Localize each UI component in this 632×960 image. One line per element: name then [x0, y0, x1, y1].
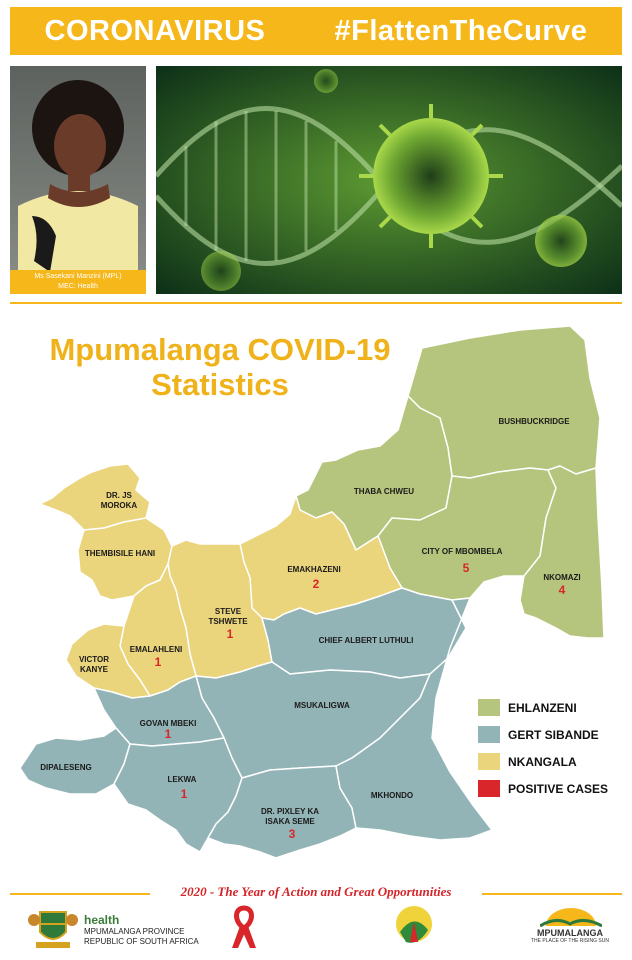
cases-emalahleni: 1	[155, 655, 162, 669]
caption-name: Ms Sasekani Manzini (MPL)	[34, 273, 122, 280]
map-legend: EHLANZENI GERT SIBANDE NKANGALA POSITIVE…	[478, 698, 608, 806]
label-steve-line1: STEVE	[215, 607, 242, 616]
health-province: MPUMALANGA PROVINCE	[84, 927, 185, 936]
health-word: health	[84, 913, 120, 927]
banner-hashtag: #FlattenTheCurve	[334, 14, 588, 47]
label-lekwa: LEKWA	[168, 775, 197, 784]
legend-item-nkangala: NKANGALA	[478, 752, 608, 771]
cases-lekwa: 1	[181, 787, 188, 801]
coat-of-arms-logo	[28, 911, 78, 948]
portrait-illustration	[10, 66, 146, 294]
mec-portrait: Ms Sasekani Manzini (MPL) MEC: Health	[10, 66, 146, 294]
legend-swatch	[478, 699, 500, 716]
legend-label: GERT SIBANDE	[508, 727, 599, 742]
mpumalanga-word: MPUMALANGA	[537, 928, 603, 938]
label-dr-js-line2: MOROKA	[101, 501, 138, 510]
label-emalahleni: EMALAHLENI	[130, 645, 182, 654]
label-thaba-chweu: THABA CHWEU	[354, 487, 414, 496]
footer-divider-right	[482, 893, 622, 895]
top-banner: CORONAVIRUS #FlattenTheCurve	[10, 7, 622, 55]
page-title: Mpumalanga COVID-19 Statistics	[10, 332, 430, 402]
divider-top	[10, 302, 622, 304]
label-chief-albert-luthuli: CHIEF ALBERT LUTHULI	[319, 636, 414, 645]
label-pixley-line1: DR. PIXLEY KA	[261, 807, 319, 816]
cases-govan-mbeki: 1	[165, 727, 172, 741]
mpumalanga-slogan: THE PLACE OF THE RISING SUN	[531, 938, 609, 944]
legend-item-ehlanzeni: EHLANZENI	[478, 698, 608, 717]
label-pixley-line2: ISAKA SEME	[265, 817, 315, 826]
portrait-caption: Ms Sasekani Manzini (MPL) MEC: Health	[10, 270, 146, 294]
legend-label: POSITIVE CASES	[508, 781, 609, 796]
cases-steve-tshwete: 1	[227, 627, 234, 641]
caption-role: MEC: Health	[58, 283, 98, 290]
red-ribbon-icon	[232, 905, 256, 948]
legend-item-gert-sibande: GERT SIBANDE	[478, 725, 608, 744]
label-thembisile-hani: THEMBISILE HANI	[85, 549, 155, 558]
action-year-logo	[396, 906, 432, 943]
virus-illustration	[156, 66, 622, 294]
footer-divider-left	[10, 893, 150, 895]
health-country: REPUBLIC OF SOUTH AFRICA	[84, 937, 199, 946]
legend-swatch	[478, 726, 500, 743]
legend-swatch	[478, 753, 500, 770]
label-mkhondo: MKHONDO	[371, 791, 413, 800]
cases-city-of-mbombela: 5	[463, 561, 470, 575]
label-city-of-mbombela: CITY OF MBOMBELA	[422, 547, 503, 556]
label-govan-mbeki: GOVAN MBEKI	[140, 719, 197, 728]
label-dr-js-line1: DR. JS	[106, 491, 132, 500]
title-line1: Mpumalanga COVID-19	[49, 332, 391, 367]
legend-item-positive-cases: POSITIVE CASES	[478, 779, 608, 798]
health-department-text: health MPUMALANGA PROVINCE REPUBLIC OF S…	[84, 913, 199, 947]
cases-pixley: 3	[289, 827, 296, 841]
legend-swatch	[478, 780, 500, 797]
region-nkomazi	[519, 465, 605, 639]
label-nkomazi: NKOMAZI	[543, 573, 580, 582]
label-dipaleseng: DIPALESENG	[40, 763, 91, 772]
region-city-of-mbombela	[377, 467, 557, 601]
legend-label: EHLANZENI	[508, 700, 577, 715]
label-victor-line2: KANYE	[80, 665, 109, 674]
label-msukaligwa: MSUKALIGWA	[294, 701, 350, 710]
province-map: BUSHBUCKRIDGE THABA CHWEU CITY OF MBOMBE…	[19, 325, 605, 859]
region-dr-js-moroka	[39, 463, 151, 531]
mpumalanga-logo-text: MPUMALANGA THE PLACE OF THE RISING SUN	[525, 928, 615, 944]
label-bushbuckridge: BUSHBUCKRIDGE	[498, 417, 570, 426]
cases-emakhazeni: 2	[313, 577, 320, 591]
footer-tagline: 2020 - The Year of Action and Great Oppo…	[180, 884, 452, 899]
region-mkhondo	[335, 597, 493, 841]
label-emakhazeni: EMAKHAZENI	[287, 565, 340, 574]
cases-nkomazi: 4	[559, 583, 566, 597]
label-steve-line2: TSHWETE	[208, 617, 248, 626]
mpumalanga-sun-logo	[540, 908, 602, 928]
title-line2: Statistics	[151, 367, 289, 402]
region-victor-khanye	[65, 623, 151, 699]
virus-dna-image	[156, 66, 622, 294]
label-victor-line1: VICTOR	[79, 655, 109, 664]
banner-coronavirus: CORONAVIRUS	[44, 14, 266, 47]
legend-label: NKANGALA	[508, 754, 577, 769]
